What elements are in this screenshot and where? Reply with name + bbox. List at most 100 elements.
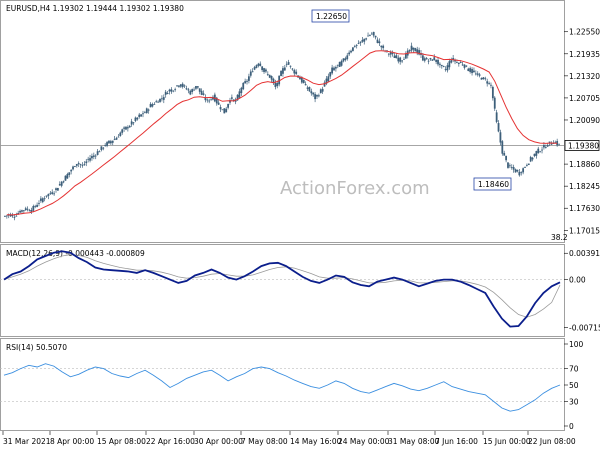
candle-body: [465, 65, 468, 67]
price-ytick-label: 1.20705: [569, 94, 600, 103]
candle-body: [240, 87, 243, 94]
rsi-ytick-label: 30: [569, 397, 579, 406]
candle-body: [45, 195, 48, 197]
candle-body: [507, 162, 509, 168]
candle-body: [410, 45, 413, 51]
candle-body: [429, 58, 432, 60]
candle-body: [168, 89, 171, 92]
candle-body: [503, 153, 506, 156]
candle-body: [526, 164, 528, 166]
price-ytick-label: 1.21320: [569, 72, 600, 81]
candle-body: [367, 35, 369, 37]
candle-body: [108, 140, 110, 144]
candle-body: [246, 80, 248, 82]
candle-body: [365, 38, 368, 40]
candle-body: [130, 121, 133, 125]
candle-body: [204, 97, 207, 101]
candle-body: [70, 170, 73, 172]
candle-body: [456, 62, 458, 64]
candle-body: [314, 94, 316, 100]
candle-body: [283, 67, 286, 71]
candle-body: [136, 117, 139, 120]
candle-body: [244, 81, 247, 84]
candle-body: [374, 35, 377, 38]
candle-body: [145, 108, 148, 114]
candle-body: [522, 168, 525, 173]
candle-body: [355, 44, 358, 46]
candle-body: [202, 93, 205, 95]
candle-body: [266, 74, 269, 76]
candle-body: [510, 167, 513, 168]
candle-body: [96, 151, 99, 155]
candle-body: [474, 73, 477, 75]
candle-body: [418, 50, 421, 55]
candle-body: [393, 55, 396, 58]
candle-body: [463, 64, 466, 68]
candle-body: [408, 50, 411, 52]
candle-body: [193, 89, 195, 91]
candle-body: [102, 147, 105, 149]
candle-body: [30, 209, 33, 212]
x-tick-label: 7 Jun 16:00: [435, 437, 478, 446]
candle-body: [457, 62, 460, 64]
macd-plot: 0.003917 0.00 -0.007152: [0, 249, 600, 333]
candle-body: [304, 84, 307, 86]
candle-body: [308, 87, 311, 92]
candle-body: [17, 212, 20, 215]
candle-body: [170, 89, 173, 92]
candle-body: [533, 153, 536, 157]
candle-body: [327, 76, 330, 82]
price-ytick-label: 1.20090: [569, 116, 600, 125]
candle-body: [62, 181, 65, 183]
rsi-panel-border: [0, 338, 565, 431]
price-current-box: [564, 140, 600, 151]
candle-body: [412, 47, 415, 50]
candle-body: [403, 58, 405, 60]
candle-body: [467, 68, 470, 72]
candle-body: [187, 89, 190, 91]
high-annotation-label: 1.22650: [316, 12, 347, 21]
x-tick-label: 31 Mar 2021: [3, 437, 51, 446]
candle-body: [265, 69, 267, 72]
price-candles: [4, 31, 560, 221]
candle-body: [134, 117, 137, 122]
candle-body: [74, 166, 76, 167]
candle-body: [293, 70, 296, 74]
candle-body: [259, 63, 262, 66]
fib-corner-label: 38.2: [551, 233, 568, 242]
candle-body: [92, 155, 95, 157]
candle-body: [319, 89, 322, 94]
macd-ytick-label: 0.00: [569, 276, 586, 285]
x-tick-label: 15 Apr 08:00: [97, 437, 146, 446]
candle-body: [446, 65, 449, 71]
macd-line: [3, 250, 561, 328]
candle-body: [191, 89, 194, 93]
rsi-ytick-label: 50: [569, 381, 579, 390]
candle-body: [514, 169, 517, 173]
rsi-line: [3, 363, 561, 412]
candle-body: [38, 202, 40, 204]
candle-body: [121, 129, 124, 133]
candle-body: [359, 41, 362, 44]
candle-body: [225, 108, 228, 113]
candle-body: [157, 101, 160, 103]
candle-body: [518, 171, 521, 176]
rsi-title: RSI(14) 50.5070: [6, 343, 67, 352]
candle-body: [285, 63, 288, 65]
candle-body: [524, 167, 526, 168]
candle-body: [505, 155, 508, 161]
candle-body: [100, 146, 103, 151]
candle-body: [179, 84, 182, 87]
candle-body: [346, 55, 349, 60]
candle-body: [508, 165, 511, 167]
candle-body: [397, 57, 400, 62]
candle-body: [554, 142, 557, 144]
candle-body: [448, 61, 451, 68]
macd-title: MACD(12,26,9) -0.000443 -0.000809: [6, 249, 145, 258]
candle-body: [49, 192, 52, 194]
candle-body: [21, 210, 23, 212]
candle-body: [516, 169, 519, 172]
price-ytick-label: 1.22550: [569, 28, 600, 37]
candle-body: [164, 91, 167, 95]
candle-body: [501, 141, 504, 154]
